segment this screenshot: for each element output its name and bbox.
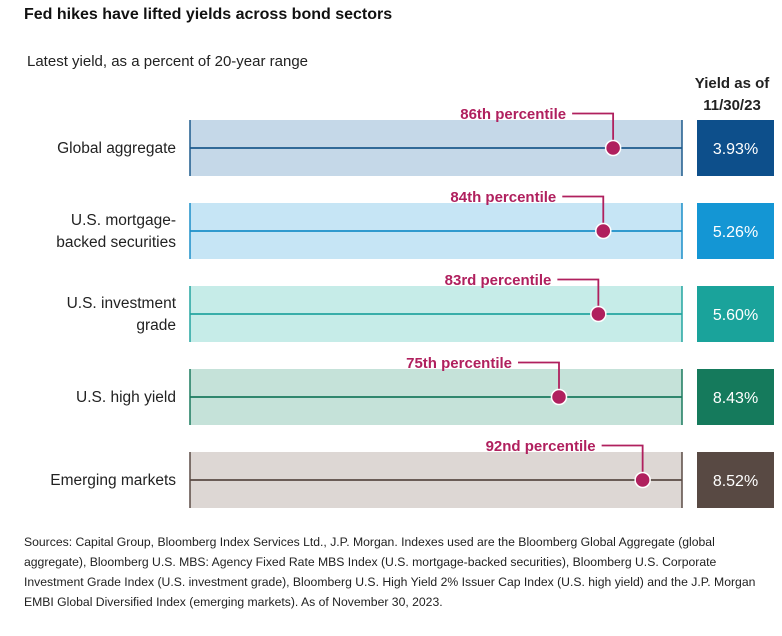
- yield-box: [697, 452, 774, 508]
- percentile-leader-line: [518, 361, 560, 397]
- category-label: U.S. investment: [67, 295, 177, 312]
- percentile-marker: [595, 222, 612, 240]
- percentile-label: 86th percentile: [460, 106, 566, 123]
- category-label: Global aggregate: [57, 140, 176, 157]
- yield-column-header: Yield as of 11/30/23: [686, 73, 778, 117]
- percentile-leader-line: [557, 278, 600, 314]
- sources-footnote: Sources: Capital Group, Bloomberg Index …: [24, 535, 756, 609]
- yield-header-line-1: Yield as of: [694, 75, 770, 92]
- chart-subtitle: Latest yield, as a percent of 20-year ra…: [27, 53, 309, 70]
- yield-value: 5.26%: [713, 224, 758, 241]
- yield-box: [697, 203, 774, 259]
- percentile-chart: Global aggregate 86th percentile 3.93% U.S.…: [50, 106, 774, 508]
- percentile-marker: [550, 388, 568, 406]
- percentile-leader-line: [562, 195, 605, 231]
- chart-title: Fed hikes have lifted yields across bond…: [24, 6, 393, 23]
- percentile-marker: [590, 305, 607, 323]
- yield-box: [697, 286, 774, 342]
- yield-value: 8.43%: [713, 390, 758, 407]
- category-label: backed securities: [56, 234, 176, 251]
- yield-box: [697, 120, 774, 176]
- yield-box: [697, 369, 774, 425]
- category-label: Emerging markets: [50, 472, 176, 489]
- percentile-marker: [604, 139, 622, 157]
- percentile-label: 75th percentile: [406, 355, 512, 372]
- category-label: U.S. high yield: [76, 389, 176, 406]
- percentile-leader-line: [601, 444, 644, 480]
- percentile-label: 83rd percentile: [445, 272, 552, 289]
- category-label: grade: [136, 317, 176, 334]
- yield-value: 5.60%: [713, 307, 758, 324]
- percentile-label: 92nd percentile: [486, 438, 596, 455]
- category-label: U.S. mortgage-: [71, 212, 176, 229]
- yield-value: 3.93%: [713, 141, 758, 158]
- percentile-label: 84th percentile: [450, 189, 556, 206]
- percentile-marker: [634, 471, 651, 489]
- yield-value: 8.52%: [713, 473, 758, 490]
- percentile-leader-line: [572, 112, 615, 148]
- yield-header-line-2: 11/30/23: [703, 97, 761, 114]
